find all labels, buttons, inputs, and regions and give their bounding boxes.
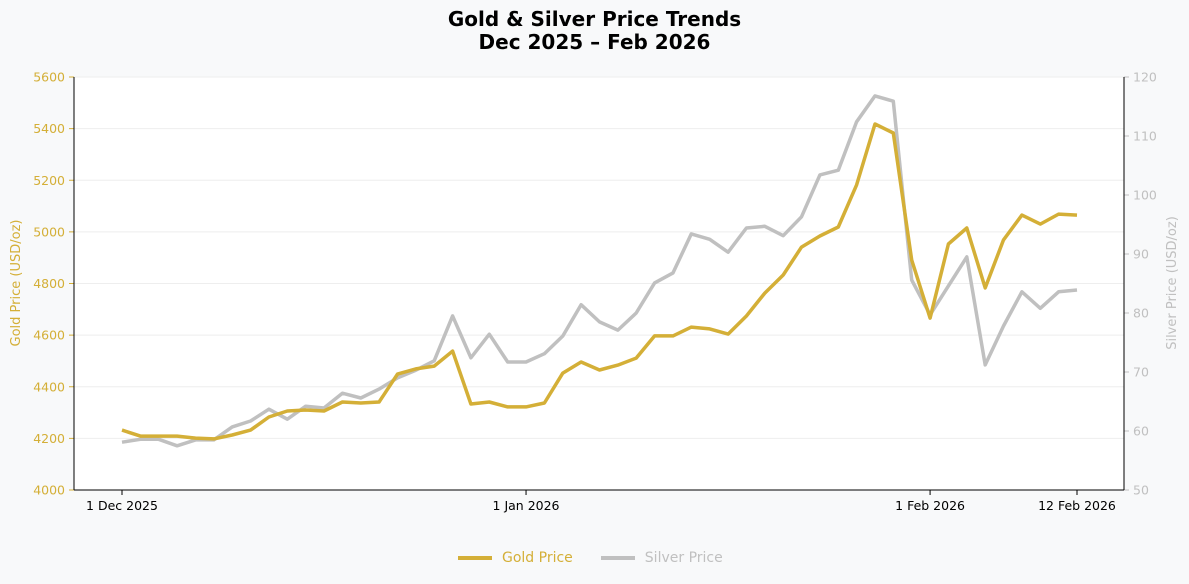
x-tick-label: 12 Feb 2026: [1038, 498, 1116, 513]
y-left-tick-label: 4200: [33, 431, 65, 446]
y-right-tick-label: 60: [1133, 424, 1149, 439]
silver-price-line: [121, 94, 1078, 448]
y-right-tick-label: 50: [1133, 483, 1149, 498]
x-tick-label: 1 Feb 2026: [895, 498, 965, 513]
x-axis: 1 Dec 2025 1 Jan 2026 1 Feb 2026 12 Feb 202…: [86, 490, 1116, 513]
y-axis-left: 4000 4200 4400 4600 4800 5000 5200 5400 5600: [33, 70, 74, 498]
y-left-tick-label: 5000: [33, 224, 65, 239]
y-right-tick-label: 90: [1133, 247, 1149, 262]
y-right-tick-label: 110: [1133, 129, 1157, 144]
gold-line-swatch-icon: [458, 556, 492, 560]
legend-item-gold[interactable]: Gold Price: [458, 550, 573, 566]
y-right-tick-label: 100: [1133, 188, 1157, 203]
y-right-tick-label: 120: [1133, 70, 1157, 85]
chart-title-line2: Dec 2025 – Feb 2026: [478, 30, 711, 54]
gold-price-line: [121, 122, 1078, 441]
y-left-tick-label: 4600: [33, 328, 65, 343]
chart-title: Gold & Silver Price Trends Dec 2025 – Fe…: [0, 8, 1189, 54]
legend-gold-label: Gold Price: [502, 550, 573, 566]
chart-title-line1: Gold & Silver Price Trends: [447, 7, 742, 31]
y-left-tick-label: 5600: [33, 70, 65, 85]
y-axis-right-label: Silver Price (USD/oz): [1165, 216, 1180, 350]
y-right-tick-label: 70: [1133, 365, 1149, 380]
y-left-tick-label: 4400: [33, 379, 65, 394]
y-axis-left-label: Gold Price (USD/oz): [9, 220, 24, 347]
legend-item-silver[interactable]: Silver Price: [600, 550, 723, 566]
x-tick-label: 1 Jan 2026: [493, 498, 560, 513]
silver-line-swatch-icon: [600, 556, 635, 560]
y-right-tick-label: 80: [1133, 306, 1149, 321]
y-left-tick-label: 5400: [33, 121, 65, 136]
y-left-tick-label: 5200: [33, 173, 65, 188]
legend: Gold Price Silver Price: [458, 550, 751, 566]
y-left-tick-label: 4800: [33, 276, 65, 291]
legend-silver-label: Silver Price: [644, 550, 723, 566]
y-axis-right: 50 60 70 80 90 100 110 120: [1124, 70, 1157, 498]
y-left-tick-label: 4000: [33, 483, 65, 498]
x-tick-label: 1 Dec 2025: [86, 498, 158, 513]
